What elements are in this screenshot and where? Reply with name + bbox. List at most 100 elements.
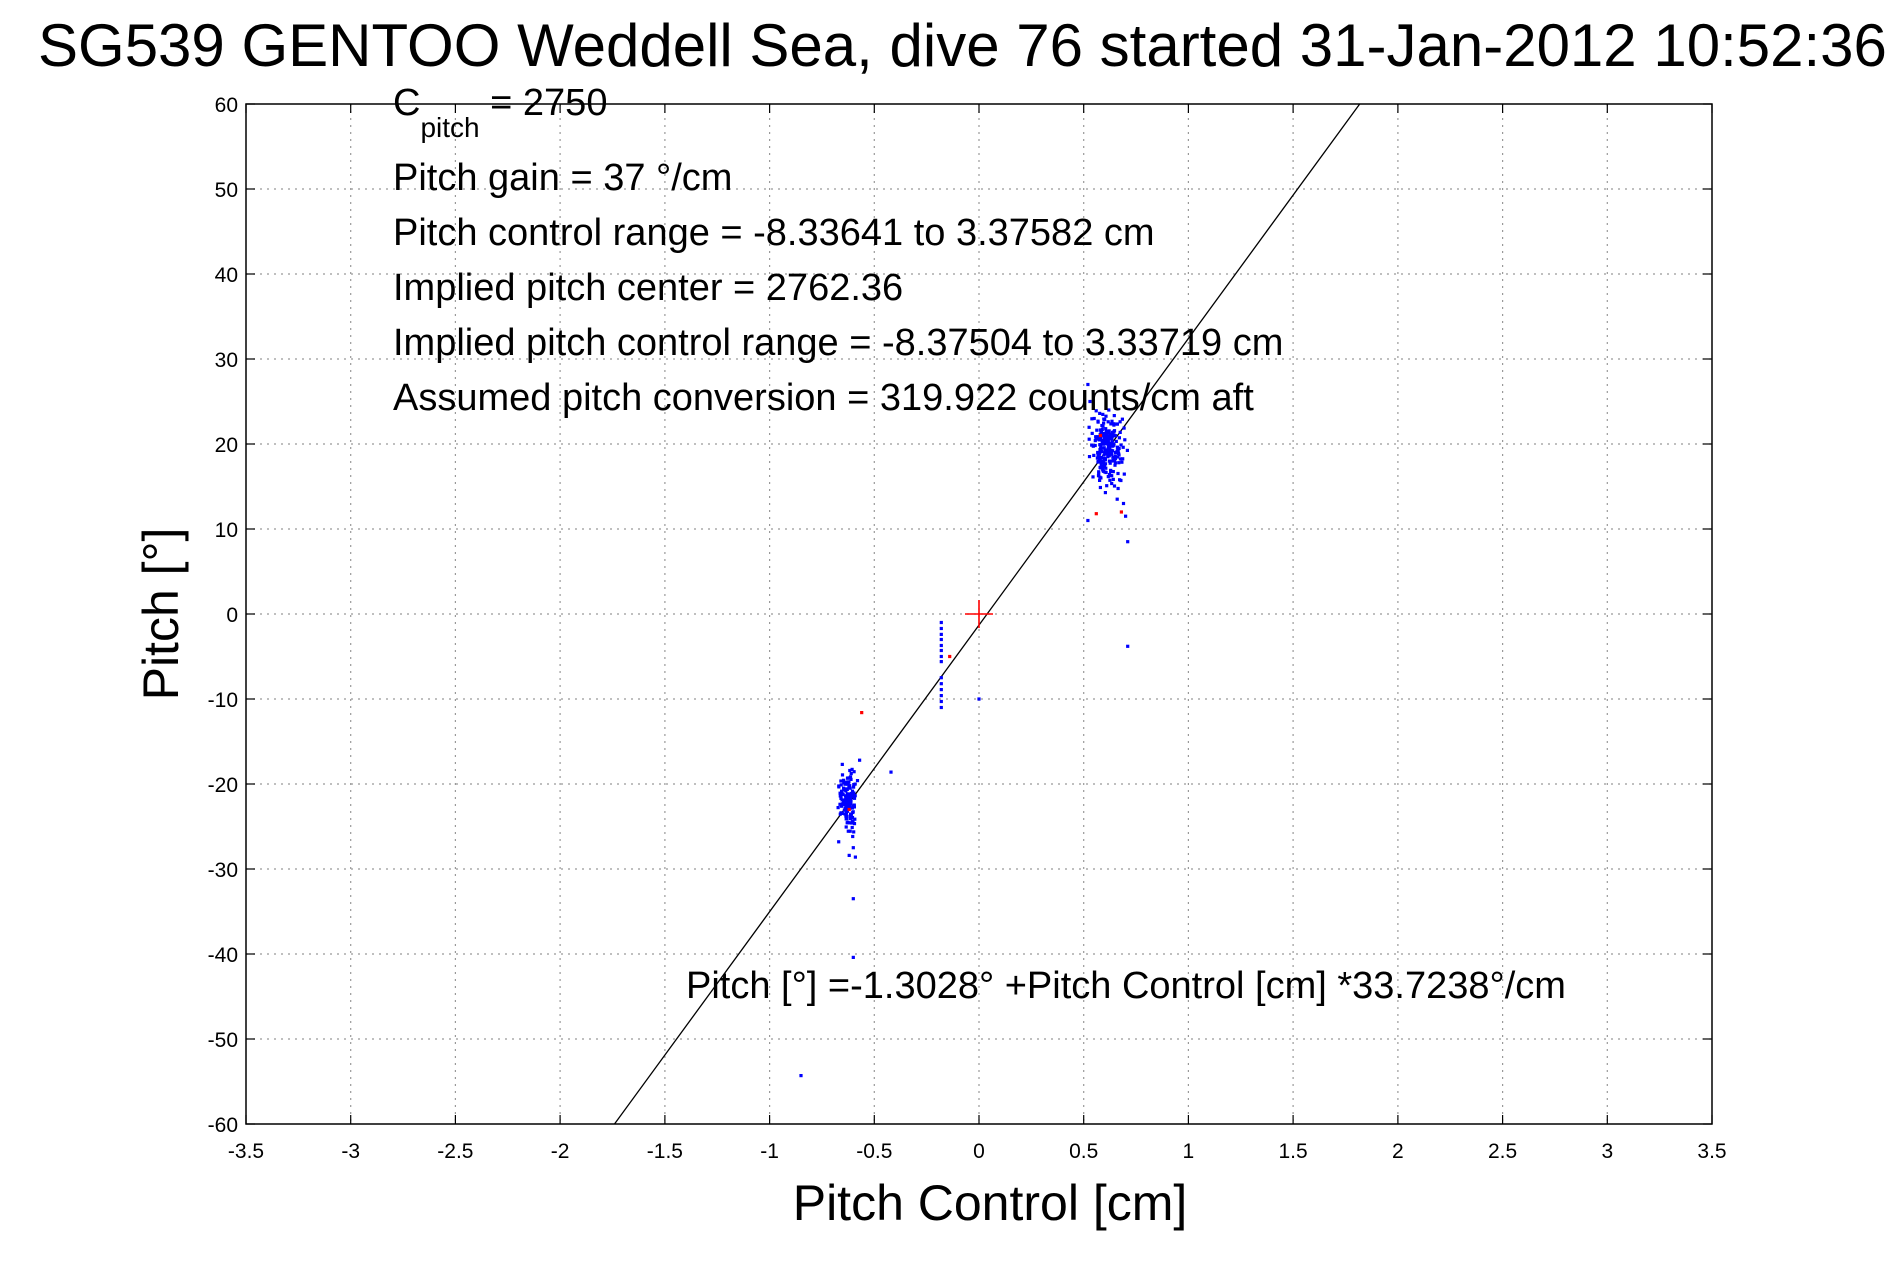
data-point: [1108, 432, 1112, 436]
implied-pitch-center-annotation: Implied pitch center = 2762.36: [393, 267, 903, 309]
data-point: [847, 853, 851, 857]
data-point: [1101, 442, 1105, 446]
data-point: [851, 897, 855, 901]
data-point: [1098, 411, 1102, 415]
data-point: [845, 809, 849, 813]
data-point: [1108, 473, 1112, 478]
pitch-conversion-annotation: Assumed pitch conversion = 319.922 count…: [393, 377, 1254, 419]
x-axis-label: Pitch Control [cm]: [793, 1175, 1188, 1231]
data-point: [1094, 512, 1098, 516]
data-point: [1099, 476, 1103, 480]
data-point: [948, 654, 952, 659]
data-point: [853, 855, 857, 859]
data-point: [1126, 540, 1130, 544]
data-point: [1086, 382, 1090, 387]
x-tick-label: 0: [973, 1140, 985, 1163]
data-point: [840, 773, 845, 777]
center-marker-layer: [965, 600, 993, 628]
c-pitch-symbol: C: [393, 82, 420, 124]
data-point: [841, 792, 845, 797]
data-point: [848, 784, 852, 788]
data-point: [848, 768, 852, 773]
data-point: [1103, 436, 1107, 440]
data-point: [1096, 474, 1101, 478]
data-point: [1122, 426, 1126, 430]
data-point: [939, 643, 943, 648]
y-tick-label: -20: [208, 774, 238, 797]
data-point: [1094, 409, 1098, 413]
data-point: [849, 802, 853, 806]
data-point: [799, 1074, 803, 1078]
data-point: [1110, 440, 1114, 444]
data-point: [1115, 445, 1119, 449]
data-point: [1104, 448, 1108, 452]
y-tick-label: 60: [215, 94, 238, 117]
data-point: [1091, 444, 1095, 448]
data-point: [1107, 408, 1111, 412]
data-point: [838, 791, 842, 795]
data-point: [1104, 432, 1108, 437]
data-point: [1111, 477, 1115, 481]
data-point: [1117, 461, 1121, 465]
data-point: [843, 782, 847, 786]
data-point: [1115, 422, 1119, 426]
data-point: [851, 955, 855, 959]
data-point: [853, 794, 857, 798]
data-point: [1104, 427, 1108, 431]
data-point: [1088, 399, 1092, 404]
data-point: [851, 810, 855, 815]
data-point: [1108, 447, 1112, 452]
data-point: [1113, 463, 1117, 467]
data-point: [848, 829, 852, 833]
data-point: [1112, 422, 1116, 426]
data-point: [1092, 453, 1096, 457]
data-point: [840, 762, 844, 766]
data-point: [939, 682, 943, 686]
data-point: [1113, 454, 1117, 458]
data-point: [1115, 497, 1119, 501]
data-point: [849, 821, 853, 825]
data-point: [1093, 443, 1097, 448]
data-point: [1100, 460, 1104, 464]
data-point: [1118, 457, 1122, 461]
data-point: [1103, 462, 1108, 466]
data-point: [1111, 449, 1115, 453]
data-point: [939, 648, 943, 653]
data-point: [845, 787, 849, 791]
data-point: [939, 632, 943, 636]
data-point: [848, 800, 852, 804]
data-point: [1105, 448, 1110, 452]
data-point: [840, 798, 844, 802]
data-point: [1098, 447, 1102, 452]
data-point: [977, 697, 981, 701]
data-point: [852, 783, 856, 787]
data-point: [1106, 451, 1110, 455]
data-point: [1096, 454, 1100, 458]
data-point: [939, 660, 943, 664]
data-point: [1111, 458, 1115, 462]
data-point: [1096, 459, 1100, 463]
x-tick-label: -1: [760, 1140, 779, 1163]
pitch-gain-annotation: Pitch gain = 37 °/cm: [393, 157, 732, 199]
data-point: [1101, 469, 1105, 473]
data-point: [849, 772, 853, 776]
data-point: [842, 808, 846, 812]
data-point: [847, 792, 851, 796]
data-point: [1110, 481, 1114, 486]
data-point: [1098, 450, 1102, 454]
y-tick-label: 30: [215, 349, 238, 372]
y-tick-label: -40: [208, 944, 238, 967]
data-point: [845, 797, 850, 801]
data-point: [1101, 412, 1105, 416]
data-point: [1119, 443, 1123, 447]
y-axis-label: Pitch [°]: [133, 528, 189, 701]
x-tick-label: 3.5: [1697, 1140, 1726, 1163]
data-point: [1117, 436, 1121, 440]
x-tick-label: 2.5: [1488, 1140, 1517, 1163]
y-tick-label: -10: [208, 689, 238, 712]
data-point: [1109, 422, 1113, 426]
data-point: [852, 830, 856, 834]
c-pitch-annotation: Cpitch = 2750: [393, 82, 607, 143]
data-point: [1102, 453, 1106, 457]
